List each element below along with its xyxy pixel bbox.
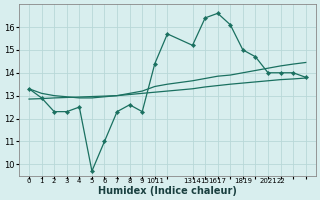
X-axis label: Humidex (Indice chaleur): Humidex (Indice chaleur)	[98, 186, 237, 196]
